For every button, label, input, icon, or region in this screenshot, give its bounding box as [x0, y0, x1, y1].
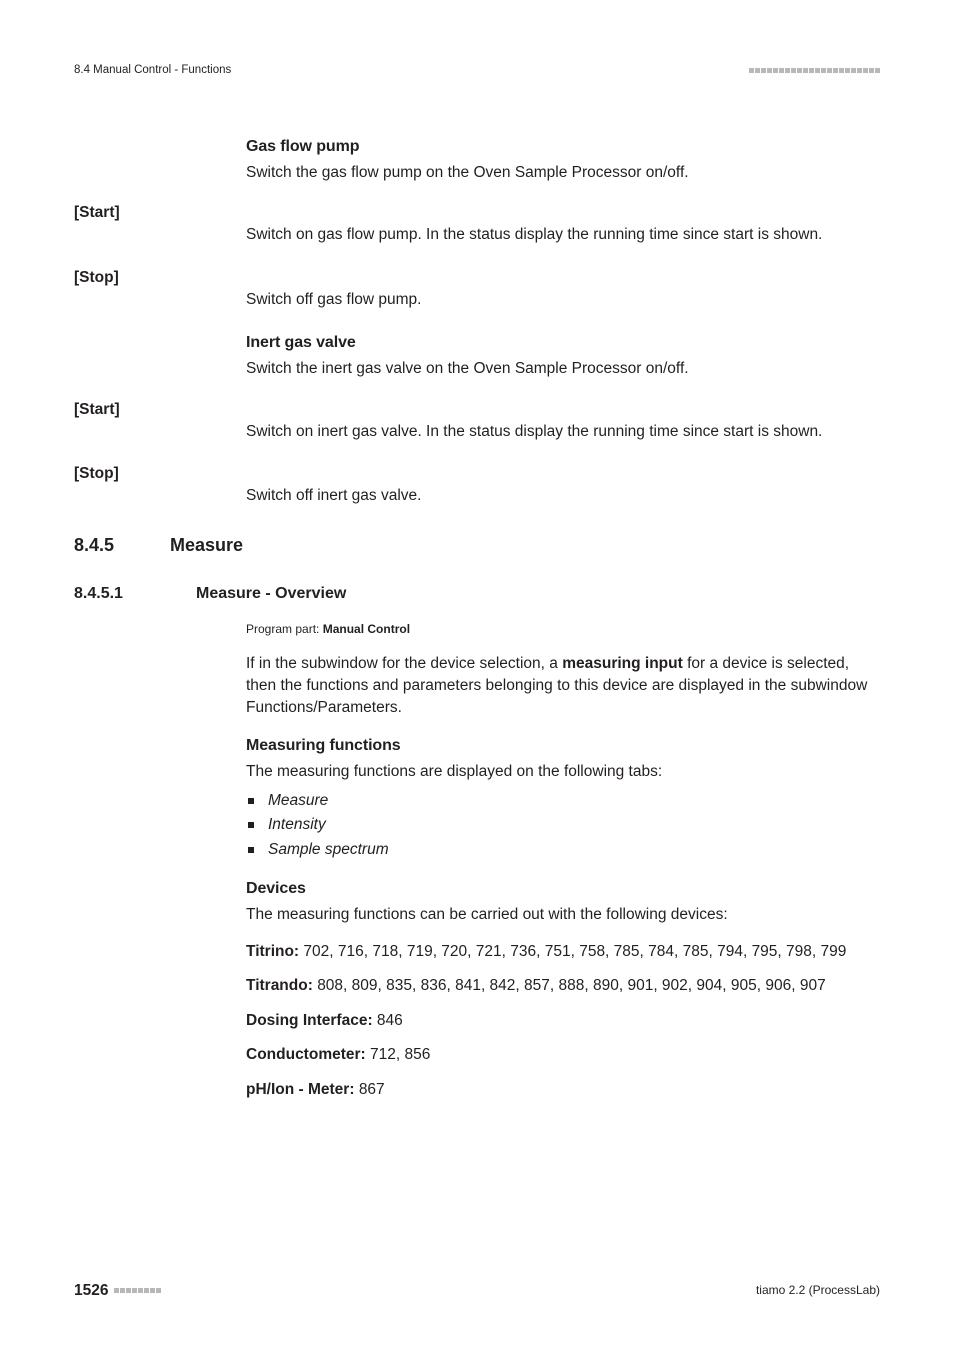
- tabs-list: Measure Intensity Sample spectrum: [246, 790, 880, 861]
- device-values: 808, 809, 835, 836, 841, 842, 857, 888, …: [317, 977, 826, 994]
- devices-intro: The measuring functions can be carried o…: [246, 904, 880, 926]
- inert-gas-heading: Inert gas valve: [246, 331, 880, 354]
- section-845-num: 8.4.5: [74, 532, 170, 558]
- header-decoration: [749, 68, 880, 73]
- list-item: Measure: [246, 790, 880, 812]
- device-line: Dosing Interface: 846: [246, 1010, 880, 1032]
- inert-gas-start-text: Switch on inert gas valve. In the status…: [246, 421, 880, 443]
- device-line: Titrando: 808, 809, 835, 836, 841, 842, …: [246, 975, 880, 997]
- device-line: pH/Ion - Meter: 867: [246, 1079, 880, 1101]
- inert-gas-start-label: [Start]: [74, 399, 224, 421]
- section-845-title: Measure: [170, 532, 243, 558]
- section-path: 8.4 Manual Control - Functions: [74, 62, 231, 79]
- device-line: Conductometer: 712, 856: [246, 1044, 880, 1066]
- footer-product: tiamo 2.2 (ProcessLab): [756, 1282, 880, 1299]
- program-part-label: Program part:: [246, 622, 323, 636]
- inert-gas-stop-text: Switch off inert gas valve.: [246, 485, 880, 507]
- section-8451-header: 8.4.5.1 Measure - Overview: [74, 582, 880, 605]
- device-name: Dosing Interface:: [246, 1012, 377, 1029]
- gas-flow-start-text: Switch on gas flow pump. In the status d…: [246, 224, 880, 246]
- overview-intro: If in the subwindow for the device selec…: [246, 653, 880, 720]
- gas-flow-pump-intro: Switch the gas flow pump on the Oven Sam…: [246, 162, 880, 184]
- device-name: Conductometer:: [246, 1046, 370, 1063]
- list-item: Intensity: [246, 814, 880, 836]
- page-footer: 1526 tiamo 2.2 (ProcessLab): [74, 1280, 880, 1302]
- device-values: 702, 716, 718, 719, 720, 721, 736, 751, …: [303, 943, 846, 960]
- program-part-value: Manual Control: [323, 622, 410, 636]
- device-values: 867: [359, 1081, 385, 1098]
- running-header: 8.4 Manual Control - Functions: [74, 62, 880, 79]
- overview-intro-bold: measuring input: [562, 655, 683, 672]
- gas-flow-stop-label: [Stop]: [74, 267, 224, 289]
- section-8451-num: 8.4.5.1: [74, 582, 196, 605]
- gas-flow-pump-heading: Gas flow pump: [246, 135, 880, 158]
- section-8451-title: Measure - Overview: [196, 582, 346, 605]
- section-845-header: 8.4.5 Measure: [74, 532, 880, 558]
- gas-flow-start-label: [Start]: [74, 202, 224, 224]
- device-line: Titrino: 702, 716, 718, 719, 720, 721, 7…: [246, 941, 880, 963]
- measuring-functions-heading: Measuring functions: [246, 734, 880, 757]
- device-name: Titrando:: [246, 977, 317, 994]
- list-item: Sample spectrum: [246, 839, 880, 861]
- device-name: Titrino:: [246, 943, 303, 960]
- measuring-functions-intro: The measuring functions are displayed on…: [246, 761, 880, 783]
- inert-gas-intro: Switch the inert gas valve on the Oven S…: [246, 358, 880, 380]
- device-values: 846: [377, 1012, 403, 1029]
- page-number: 1526: [74, 1280, 108, 1302]
- program-part: Program part: Manual Control: [246, 621, 880, 638]
- gas-flow-stop-text: Switch off gas flow pump.: [246, 289, 880, 311]
- devices-heading: Devices: [246, 877, 880, 900]
- overview-intro-pre: If in the subwindow for the device selec…: [246, 655, 562, 672]
- footer-decoration: [114, 1288, 161, 1293]
- device-values: 712, 856: [370, 1046, 430, 1063]
- device-name: pH/Ion - Meter:: [246, 1081, 359, 1098]
- page-content: Gas flow pump Switch the gas flow pump o…: [74, 135, 880, 1101]
- inert-gas-stop-label: [Stop]: [74, 463, 224, 485]
